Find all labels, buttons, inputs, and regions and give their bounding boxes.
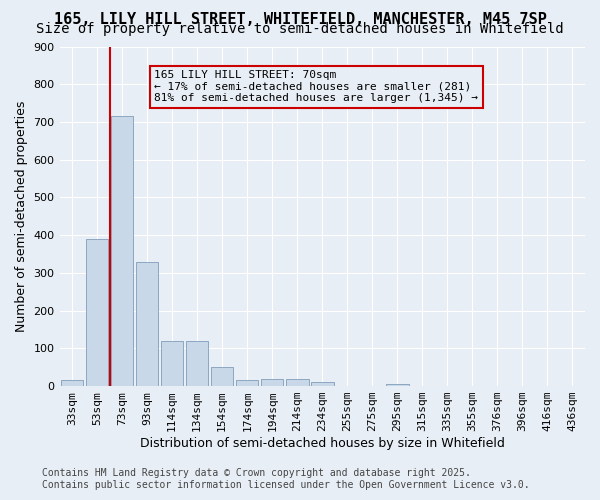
X-axis label: Distribution of semi-detached houses by size in Whitefield: Distribution of semi-detached houses by … bbox=[140, 437, 505, 450]
Text: 165 LILY HILL STREET: 70sqm
← 17% of semi-detached houses are smaller (281)
81% : 165 LILY HILL STREET: 70sqm ← 17% of sem… bbox=[154, 70, 478, 104]
Bar bbox=[111, 116, 133, 386]
Bar bbox=[161, 341, 184, 386]
Bar bbox=[311, 382, 334, 386]
Text: 165, LILY HILL STREET, WHITEFIELD, MANCHESTER, M45 7SP: 165, LILY HILL STREET, WHITEFIELD, MANCH… bbox=[53, 12, 547, 28]
Bar bbox=[386, 384, 409, 386]
Bar bbox=[136, 262, 158, 386]
Bar bbox=[261, 378, 283, 386]
Text: Contains HM Land Registry data © Crown copyright and database right 2025.
Contai: Contains HM Land Registry data © Crown c… bbox=[42, 468, 530, 490]
Bar bbox=[236, 380, 259, 386]
Bar bbox=[186, 341, 208, 386]
Text: Size of property relative to semi-detached houses in Whitefield: Size of property relative to semi-detach… bbox=[36, 22, 564, 36]
Bar bbox=[61, 380, 83, 386]
Bar bbox=[211, 367, 233, 386]
Bar bbox=[86, 239, 109, 386]
Bar bbox=[286, 380, 308, 386]
Y-axis label: Number of semi-detached properties: Number of semi-detached properties bbox=[15, 100, 28, 332]
